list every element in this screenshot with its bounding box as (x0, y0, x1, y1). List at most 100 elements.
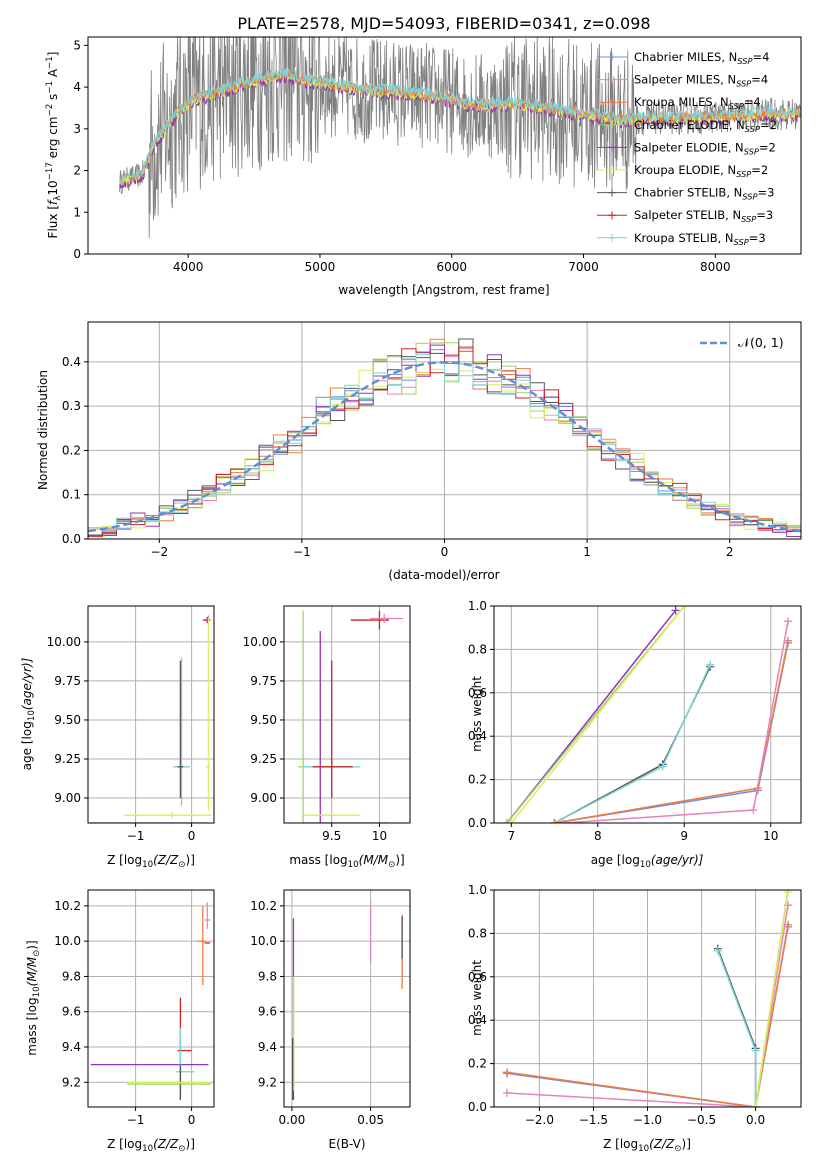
axis-label-part: (Z/Z (649, 1137, 675, 1151)
x-tick-label: −2.0 (525, 1113, 554, 1127)
data-marker (751, 1046, 760, 1055)
y-tick-label: 10.2 (54, 899, 81, 913)
y-tick-label: 0.3 (62, 399, 81, 413)
legend-marker (608, 120, 616, 129)
y-tick-label: 9.4 (258, 1040, 277, 1054)
axis-label-part: 10 (27, 710, 37, 721)
axis-label-part: SSP (729, 101, 744, 111)
y-tick-label: 9.6 (62, 1005, 81, 1019)
y-tick-label: 9.25 (54, 752, 81, 766)
series-line (754, 892, 789, 1107)
y-tick-label: 0.0 (62, 532, 81, 546)
x-tick-label: 1 (583, 545, 591, 559)
axis-label-part: 10 (142, 860, 153, 870)
axis-label-part: ⊙ (388, 860, 395, 870)
axes-frame (87, 605, 215, 824)
series-line (554, 664, 711, 823)
axis-label-part: =3 (756, 208, 773, 222)
data-marker (658, 762, 667, 771)
legend-marker (608, 98, 616, 107)
axis-label-part: =2 (760, 118, 777, 132)
x-axis-label: Z [log10​(Z/Z⊙​)] (107, 853, 195, 870)
legend-label: Chabrier STELIB, NSSP​=3 (634, 186, 774, 202)
axes-mass_vs_ebv: 0.00 0.05 9.2 9.4 9.6 9.8 10.0 10.2 (250, 889, 411, 1127)
y-tick-label: 0.6 (468, 970, 487, 984)
axis-label-part: Z [log (603, 1137, 638, 1151)
x-tick-label: −1 (293, 545, 311, 559)
y-tick-label: 9.75 (54, 674, 81, 688)
series-line (506, 924, 789, 1107)
axis-label-part: ⊙ (674, 1144, 681, 1154)
legend-marker (608, 166, 616, 174)
data-marker (784, 617, 793, 626)
x-tick-label: 0.00 (279, 1113, 306, 1127)
y-tick-label: 10.00 (243, 635, 277, 649)
axis-label-part: A (46, 68, 60, 81)
legend-label: 𝒩(0, 1) (738, 335, 784, 350)
data-marker (507, 819, 516, 823)
axes-age_vs_Z: −1 0 9.00 9.25 9.50 9.75 10.00 (47, 605, 215, 843)
plot-area (119, 37, 801, 239)
axis-label-part: Flux [ (46, 205, 60, 238)
axis-label-part: ⊙ (32, 950, 42, 957)
y-tick-label: 9.75 (250, 674, 277, 688)
plot-area (292, 902, 403, 1100)
axis-label-part: =2 (751, 163, 768, 177)
observed-spectrum (119, 37, 801, 239)
data-marker (502, 1088, 511, 1097)
series-line (510, 606, 685, 823)
axes-frame (87, 36, 802, 255)
axis-label-part: Salpeter STELIB, N (634, 208, 741, 222)
axis-label-part: 10 (142, 1144, 153, 1154)
y-tick-label: 0.4 (468, 729, 487, 743)
axis-label-part: s (46, 94, 60, 104)
data-marker (784, 636, 793, 645)
axes-weight_vs_age: 7 8 9 10 0.0 0.2 0.4 0.6 0.8 1.0 (468, 599, 802, 843)
data-marker (680, 606, 689, 610)
plot-area (298, 610, 404, 823)
y-tick-label: 9.25 (250, 752, 277, 766)
y-axis-label: mass weight (470, 960, 484, 1036)
x-axis-label: Z [log10​(Z/Z⊙​)] (603, 1137, 691, 1154)
x-axis-label: E(B-V) (328, 1137, 365, 1151)
axis-label-part: −1 (45, 81, 55, 94)
x-axis-label: (data-model)/error (388, 568, 499, 582)
series-line (554, 642, 789, 823)
axis-label-part: erg cm (46, 117, 60, 163)
y-tick-label: 9.6 (258, 1005, 277, 1019)
axis-label-part: −1 (45, 56, 55, 69)
y-tick-label: 9.50 (250, 713, 277, 727)
plot-area (90, 902, 212, 1100)
y-tick-label: 9.50 (54, 713, 81, 727)
series-line (563, 621, 789, 823)
axis-label-part: (age/yr)] (20, 657, 34, 710)
x-tick-label: 2 (726, 545, 734, 559)
axis-label-part: )] (682, 1137, 691, 1151)
x-axis-label: mass [log10​(M/M⊙​)] (289, 853, 404, 870)
axis-label-part: f (46, 199, 60, 205)
axis-label-part: λ (53, 196, 63, 201)
y-tick-label: 0.8 (468, 642, 487, 656)
x-tick-label: 8 (594, 829, 602, 843)
axis-label-part: wavelength [Angstrom, rest frame] (338, 283, 549, 297)
axis-label-part: SSP (737, 56, 752, 66)
axis-label-part: Kroupa MILES, N (634, 95, 729, 109)
plot-area (502, 890, 793, 1107)
axis-label-part: Kroupa ELODIE, N (634, 163, 736, 177)
data-marker (502, 819, 511, 823)
y-tick-label: 1.0 (468, 599, 487, 613)
axis-label-part: Chabrier ELODIE, N (634, 118, 745, 132)
axis-label-part: (M/M (25, 956, 39, 986)
axis-label-part: Salpeter ELODIE, N (634, 140, 744, 154)
legend-label: Kroupa ELODIE, NSSP​=2 (634, 163, 768, 179)
x-tick-label: −1 (127, 1113, 145, 1127)
y-axis-label: Flux [fλ​10−17​ erg cm−2​ s−1​ A−1​] (45, 52, 63, 239)
axes-residuals: −2 −1 0 1 2 0.0 0.1 0.2 0.3 0.4 𝒩(0, 1) (62, 321, 802, 559)
legend-label: Chabrier MILES, NSSP​=4 (634, 50, 769, 66)
x-axis-label: age [log10​(age/yr)] (591, 853, 704, 870)
model-spectrum (119, 66, 801, 185)
x-tick-label: 7000 (568, 260, 599, 274)
axis-label-part: (M/M (359, 853, 389, 867)
axis-label-part: SSP (736, 169, 751, 179)
legend-label: Kroupa STELIB, NSSP​=3 (634, 231, 766, 247)
